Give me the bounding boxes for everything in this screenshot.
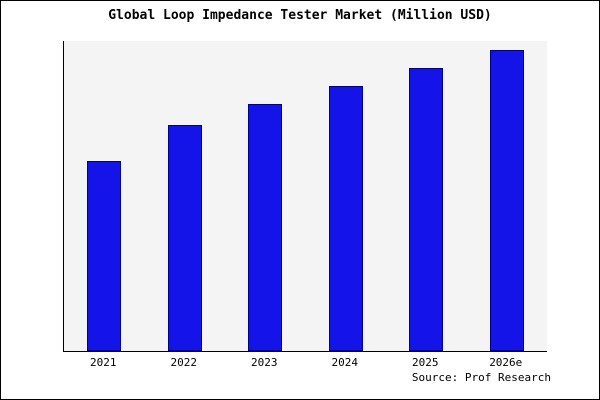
- bar-2023: [248, 104, 283, 351]
- bar-2024: [328, 86, 363, 351]
- x-axis-labels: 2021 2022 2023 2024 2025 2026e: [63, 356, 546, 369]
- source-note: Source: Prof Research: [411, 371, 551, 384]
- chart-title: Global Loop Impedance Tester Market (Mil…: [108, 8, 492, 23]
- x-tick-label-2022: 2022: [170, 356, 198, 369]
- bar-slot: [145, 41, 226, 351]
- x-tick-label-2026e: 2026e: [489, 356, 523, 369]
- bar-2022: [167, 125, 202, 351]
- x-tick-label-2021: 2021: [90, 356, 117, 369]
- bar-2021: [87, 161, 122, 351]
- bar-slot: [306, 41, 387, 351]
- bar-slot: [386, 41, 467, 351]
- x-tick-label-2023: 2023: [251, 356, 278, 369]
- bar-slot: [225, 41, 306, 351]
- bar-slot: [467, 41, 548, 351]
- x-tick-label-2025: 2025: [412, 356, 439, 369]
- bar-2025: [409, 68, 444, 351]
- x-tick-label-2024: 2024: [331, 356, 359, 369]
- bar-2026e: [489, 50, 524, 351]
- bar-slot: [64, 41, 145, 351]
- plot-area: [63, 41, 547, 352]
